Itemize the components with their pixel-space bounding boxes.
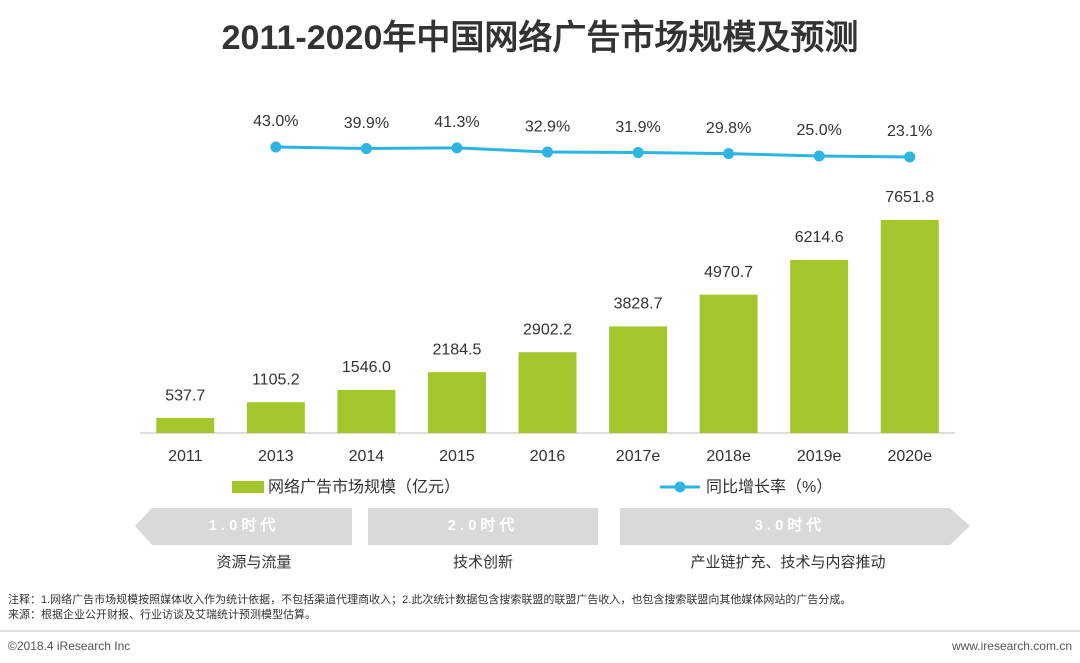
line-value-label: 41.3% — [434, 114, 479, 131]
line-point — [451, 142, 463, 154]
bar — [427, 372, 486, 433]
x-tick-label: 2014 — [349, 448, 385, 465]
bar-value-label: 1105.2 — [252, 371, 300, 388]
line-value-label: 23.1% — [887, 123, 932, 140]
legend-label: 同比增长率（%） — [706, 478, 832, 496]
chart-title: 2011-2020年中国网络广告市场规模及预测 — [222, 18, 859, 57]
x-tick-label: 2017e — [616, 448, 661, 465]
line-point — [542, 146, 553, 158]
line-value-label: 25.0% — [796, 122, 841, 139]
line-point — [813, 150, 825, 162]
bar-value-label: 3828.7 — [614, 296, 663, 313]
line-point — [904, 151, 916, 163]
note: 注释：1.网络广告市场规模按照媒体收入作为统计依据，不包括渠道代理商收入；2.此… — [8, 592, 851, 606]
x-tick-label: 2011 — [168, 448, 203, 465]
line-point — [632, 147, 644, 159]
era-arrow — [620, 508, 970, 545]
bar — [156, 418, 215, 433]
line-value-label: 39.9% — [344, 115, 389, 132]
bar-value-label: 6214.6 — [795, 229, 844, 246]
x-tick-label: 2016 — [530, 448, 566, 465]
bar-value-label: 7651.8 — [885, 189, 934, 206]
bar — [699, 294, 758, 433]
era-label: 3.0时代 — [755, 516, 826, 534]
bar — [246, 402, 305, 433]
era-band — [368, 508, 598, 545]
era-label: 2.0时代 — [448, 516, 519, 534]
x-tick-label: 2020e — [887, 448, 932, 465]
legend-swatch — [232, 481, 264, 493]
x-tick-label: 2019e — [797, 448, 842, 465]
note: 来源：根据企业公开财报、行业访谈及艾瑞统计预测模型估算。 — [8, 607, 316, 621]
line-value-label: 32.9% — [525, 118, 570, 135]
bar-value-label: 4970.7 — [704, 264, 753, 281]
line-point — [360, 143, 372, 155]
bar-value-label: 2184.5 — [432, 341, 481, 358]
era-desc: 资源与流量 — [216, 554, 291, 571]
legend-swatch — [674, 481, 686, 493]
footer-left: ©2018.4 iResearch Inc — [8, 639, 130, 653]
bar — [790, 260, 849, 433]
era-desc: 产业链扩充、技术与内容推动 — [690, 554, 885, 571]
bar — [880, 220, 939, 433]
line-point — [270, 141, 282, 153]
x-tick-label: 2013 — [258, 448, 294, 465]
bar-value-label: 2902.2 — [523, 321, 572, 338]
line-value-label: 29.8% — [706, 120, 751, 137]
bar — [337, 389, 396, 433]
era-label: 1.0时代 — [209, 516, 280, 534]
line-value-label: 31.9% — [615, 119, 660, 136]
bar — [518, 352, 577, 433]
line — [275, 145, 910, 159]
bar-value-label: 1546.0 — [342, 359, 391, 376]
line-point — [723, 148, 735, 160]
era-arrow — [135, 508, 352, 545]
x-tick-label: 2015 — [439, 448, 475, 465]
era-desc: 技术创新 — [453, 554, 513, 571]
x-tick-label: 2018e — [706, 448, 751, 465]
footer-right: www.iresearch.com.cn — [951, 639, 1072, 653]
legend-label: 网络广告市场规模（亿元） — [268, 477, 460, 496]
bar — [609, 326, 668, 433]
line-value-label: 43.0% — [253, 113, 298, 130]
bar-value-label: 537.7 — [165, 387, 205, 404]
